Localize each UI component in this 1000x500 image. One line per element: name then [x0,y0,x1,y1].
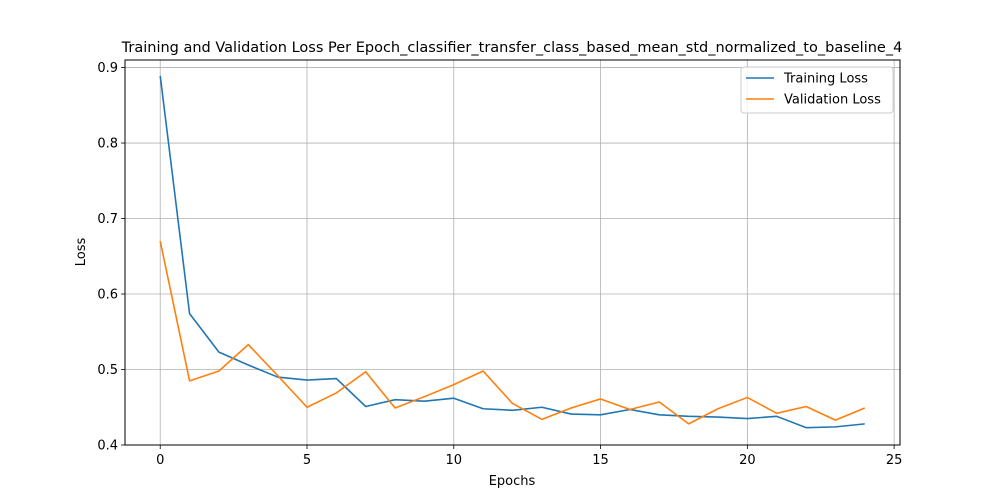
series-layer [159,75,866,429]
x-tick-label: 5 [303,453,311,468]
legend: Training Loss Validation Loss [740,66,894,114]
x-axis-ticks: 0 5 10 15 20 25 [156,445,902,468]
x-tick-label: 15 [592,453,609,468]
grid [125,60,900,446]
legend-label: Training Loss [783,72,868,87]
chart-title: Training and Validation Loss Per Epoch_c… [121,40,903,56]
y-axis-ticks: 0.4 0.5 0.6 0.7 0.8 0.9 [97,61,125,454]
legend-box [740,66,894,114]
y-tick-label: 0.4 [97,439,118,454]
legend-label: Validation Loss [784,93,881,108]
y-axis-label: Loss [74,238,89,267]
y-tick-label: 0.7 [97,212,118,227]
y-tick-label: 0.5 [97,363,118,378]
x-axis-label: Epochs [489,474,536,489]
x-tick-label: 25 [886,453,903,468]
y-tick-label: 0.8 [97,137,118,152]
series-line-validation-loss [159,241,866,425]
x-tick-label: 10 [446,453,463,468]
x-tick-label: 0 [156,453,164,468]
y-tick-label: 0.9 [97,61,118,76]
x-tick-label: 20 [739,453,756,468]
series-line-training-loss [159,75,865,429]
plot-frame [124,59,901,446]
y-tick-label: 0.6 [97,288,118,303]
